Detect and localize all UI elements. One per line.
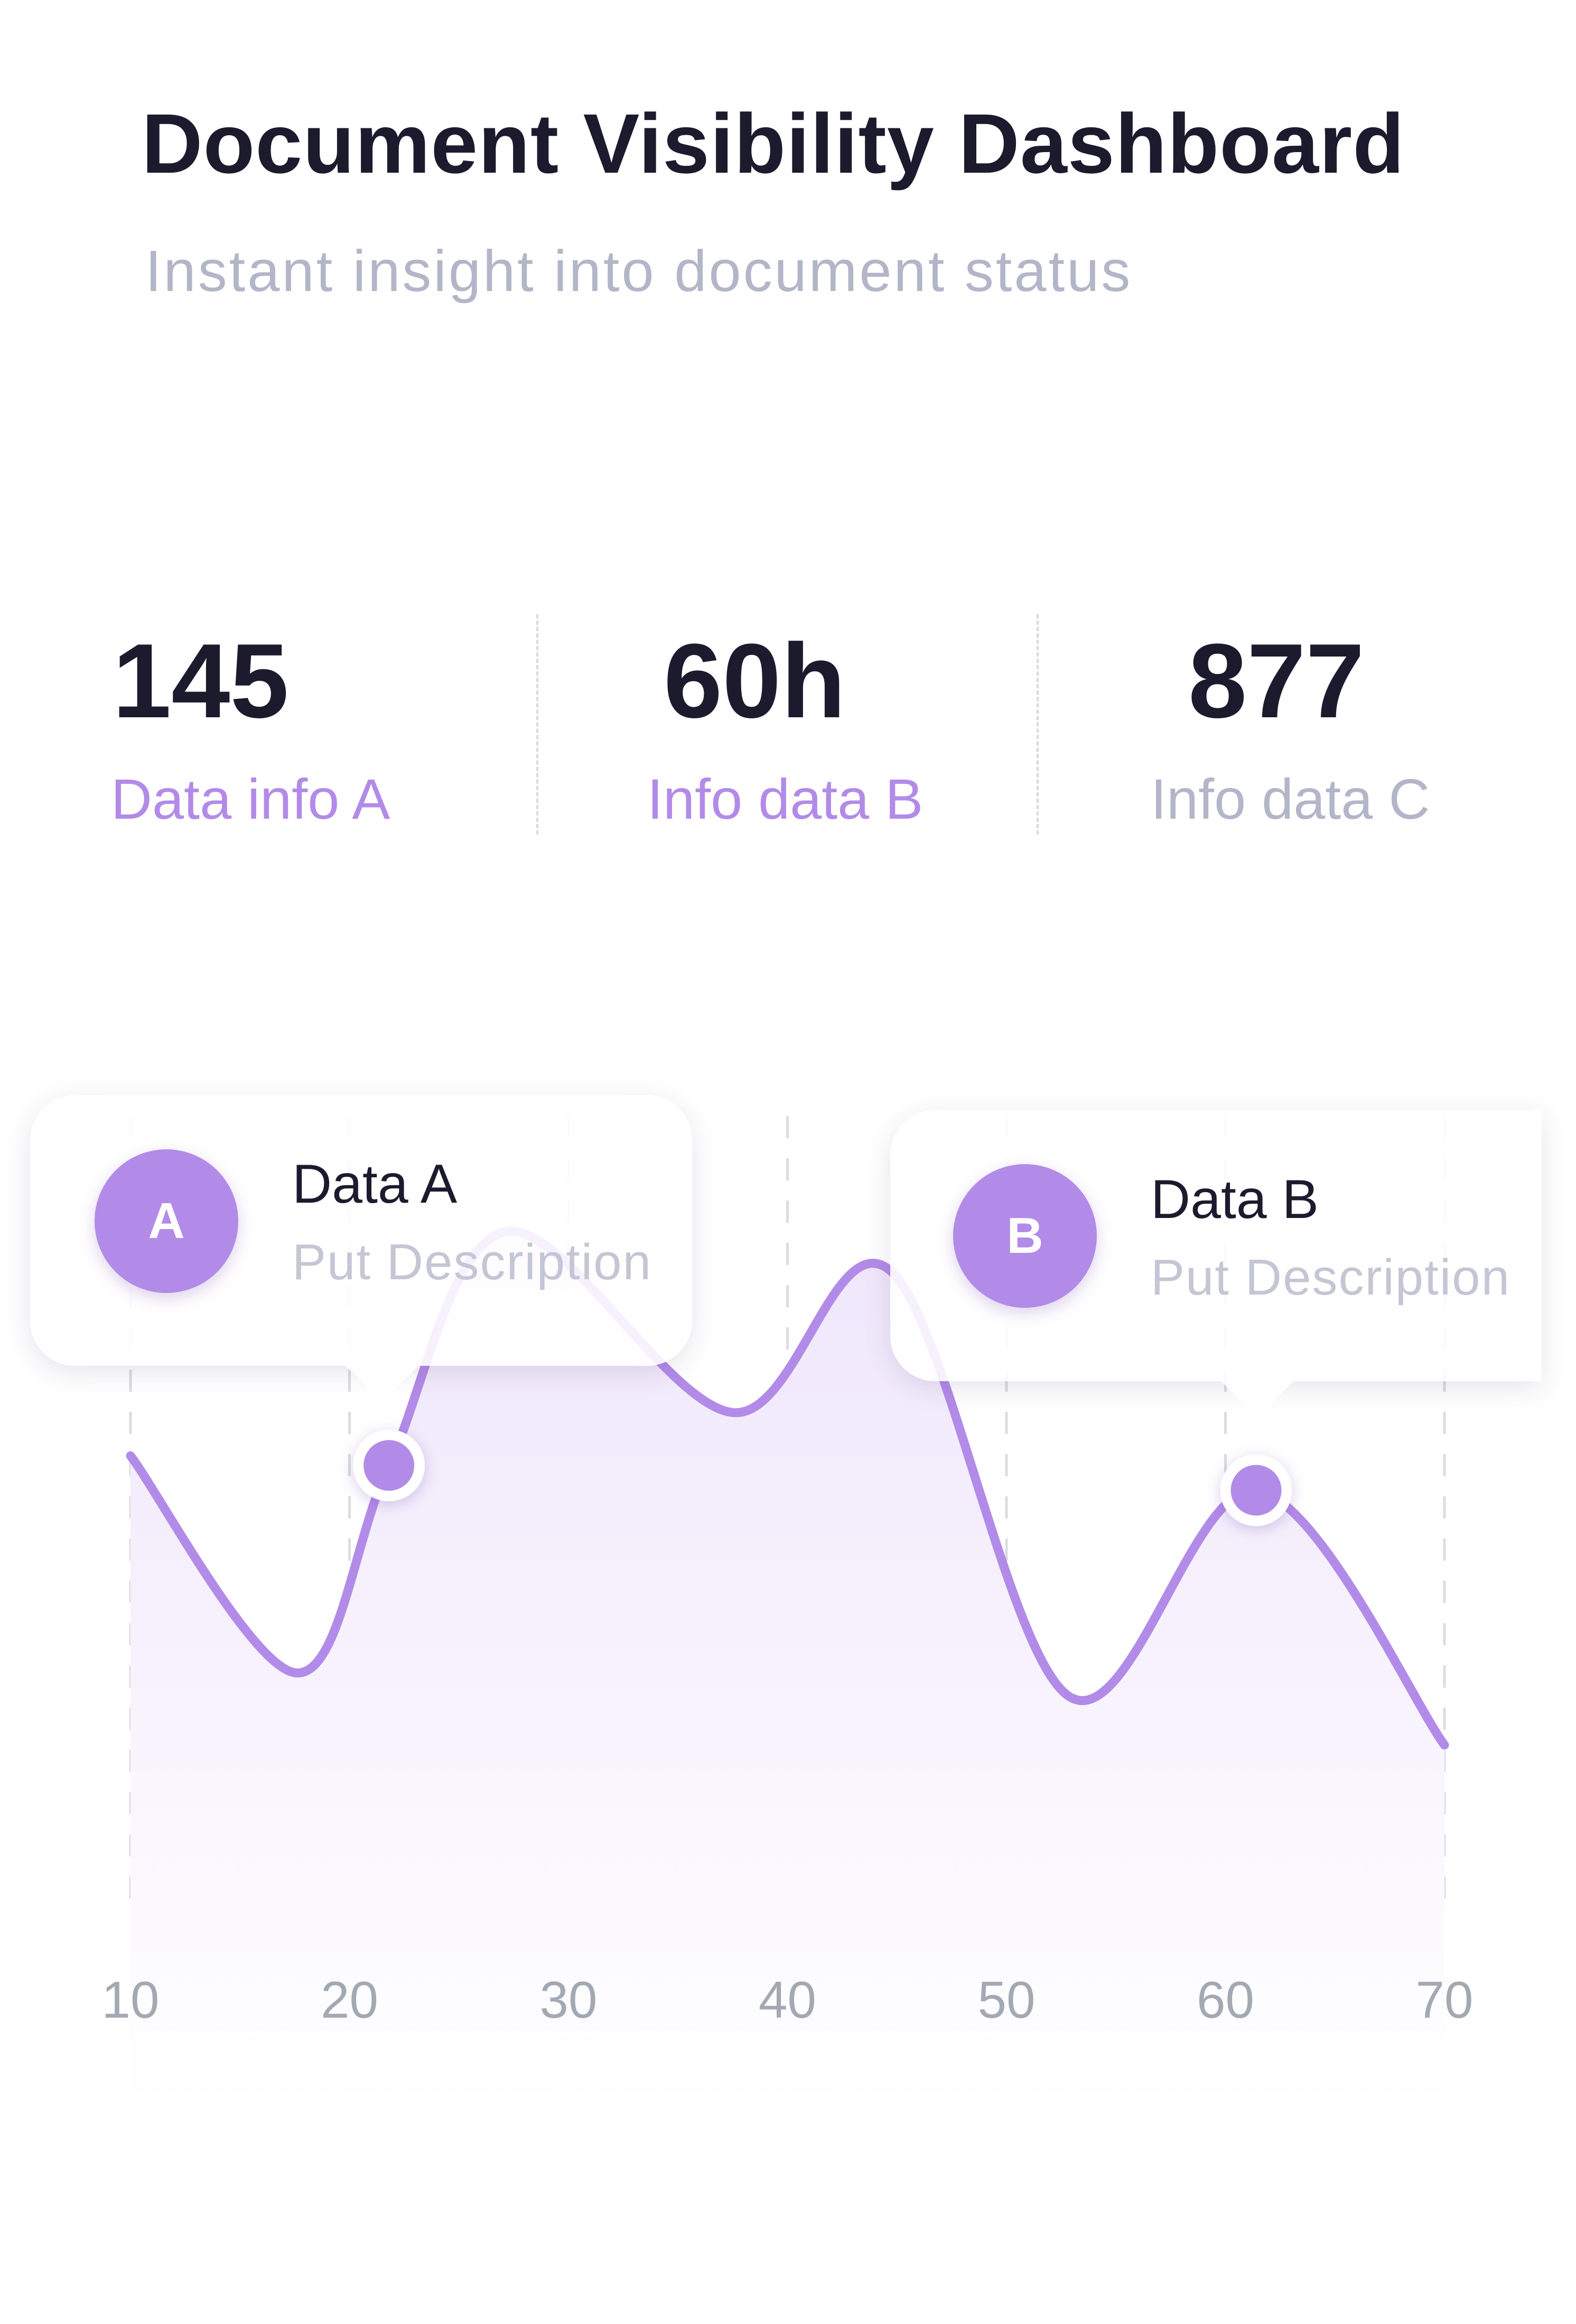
stat-label-b: Info data B (647, 767, 924, 831)
x-tick-label: 10 (101, 1971, 160, 2029)
callout-pointer-b (1220, 1381, 1294, 1416)
stat-divider (1037, 614, 1039, 835)
stat-value-b: 60h (664, 622, 846, 740)
page-title: Document Visibility Dashboard (142, 96, 1405, 191)
callout-title-a: Data A (292, 1154, 458, 1215)
x-tick-label: 30 (539, 1971, 598, 2029)
stat-value-a: 145 (113, 622, 289, 740)
callout-card-b: B Data B Put Description (890, 1110, 1542, 1381)
page-subtitle: Instant insight into document status (145, 239, 1133, 304)
stat-value-c: 877 (1188, 622, 1365, 740)
x-tick-label: 20 (320, 1971, 378, 2029)
data-point-marker-b[interactable] (1220, 1454, 1292, 1526)
stat-label-c: Info data C (1151, 767, 1430, 831)
callout-card-a: A Data A Put Description (30, 1095, 692, 1366)
chart-line (126, 1226, 1449, 1750)
x-tick-label: 60 (1196, 1971, 1254, 2029)
chart-area-fill (130, 1231, 1444, 2107)
badge-b: B (953, 1164, 1097, 1308)
callout-pointer-a (345, 1365, 419, 1401)
callout-title-b: Data B (1151, 1169, 1319, 1230)
stat-label-a: Data info A (111, 767, 390, 831)
callout-desc-b: Put Description (1151, 1249, 1510, 1306)
data-point-marker-a[interactable] (353, 1429, 425, 1502)
x-tick-label: 70 (1415, 1971, 1474, 2029)
stat-divider (536, 614, 538, 835)
x-tick-label: 40 (758, 1971, 816, 2029)
callout-desc-a: Put Description (292, 1234, 652, 1290)
x-tick-label: 50 (977, 1971, 1036, 2029)
badge-a: A (95, 1149, 238, 1293)
